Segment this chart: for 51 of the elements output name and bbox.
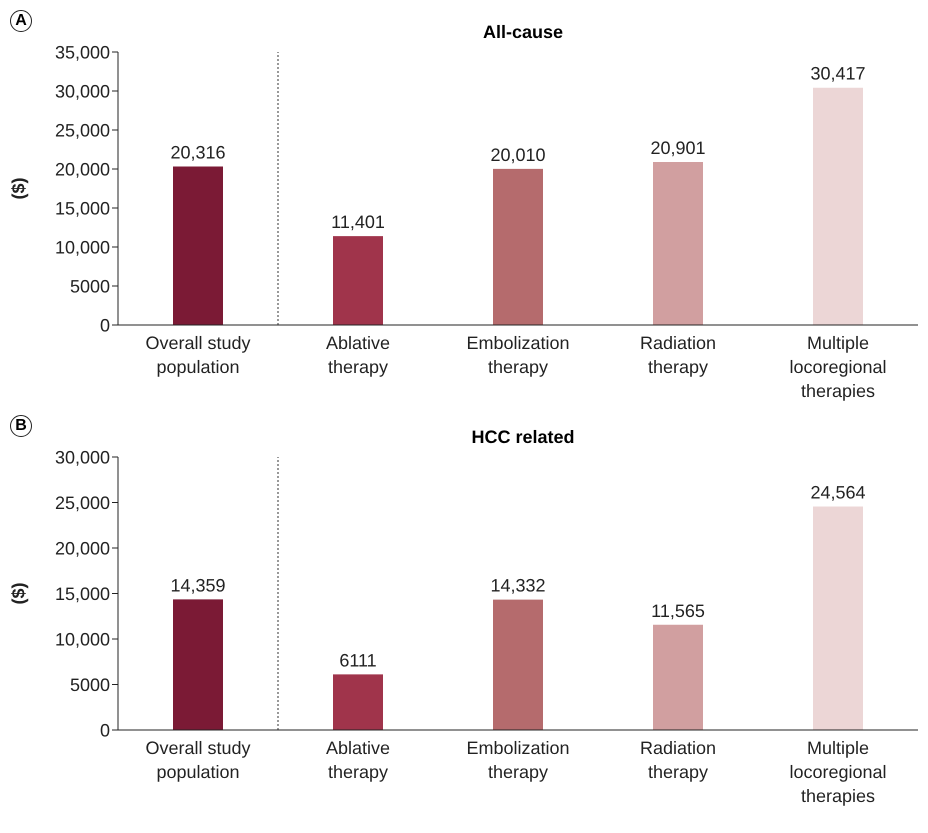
bar xyxy=(173,166,223,325)
data-label: 6111 xyxy=(339,650,377,670)
data-label: 11,401 xyxy=(331,212,385,232)
data-label: 24,564 xyxy=(810,482,866,502)
text: B xyxy=(10,415,32,437)
x-tick-label: Overall study population xyxy=(145,738,251,782)
text: A xyxy=(10,10,32,32)
x-tick-label: Embolization therapy xyxy=(466,333,570,377)
bar xyxy=(653,624,703,730)
bar xyxy=(493,168,543,325)
y-tick-label: 20,000 xyxy=(54,159,110,180)
y-tick-label: 5000 xyxy=(70,674,110,695)
data-label: 20,010 xyxy=(490,144,546,165)
bar xyxy=(813,506,863,730)
data-label: 11,565 xyxy=(651,600,705,621)
bar xyxy=(333,674,383,730)
bar xyxy=(333,236,383,325)
data-label: 14,332 xyxy=(490,576,546,596)
bar xyxy=(653,162,703,325)
x-tick-label: Ablative therapy xyxy=(326,333,390,377)
y-axis-title: ($) xyxy=(8,582,28,604)
x-tick-label: Multiple locoregional therapies xyxy=(789,333,887,401)
data-label: 20,316 xyxy=(170,142,226,163)
y-tick-label: 35,000 xyxy=(54,42,110,62)
y-tick-label: 10,000 xyxy=(54,629,110,650)
y-tick-label: 15,000 xyxy=(54,198,110,218)
y-tick-label: 25,000 xyxy=(54,492,110,513)
x-tick-label: Embolization therapy xyxy=(466,738,570,782)
x-tick-label: Radiation therapy xyxy=(640,738,716,782)
data-label: 14,359 xyxy=(170,575,226,596)
chart-title: HCC related xyxy=(470,427,576,448)
x-tick-label: Radiation therapy xyxy=(640,333,716,377)
data-label: 20,901 xyxy=(650,138,706,158)
y-tick-label: 0 xyxy=(100,720,110,740)
y-tick-label: 15,000 xyxy=(54,584,110,604)
y-tick-label: 5000 xyxy=(70,276,110,296)
y-tick-label: 25,000 xyxy=(54,120,110,140)
y-axis-title: ($) xyxy=(8,177,28,200)
x-tick-label: Ablative therapy xyxy=(326,738,390,782)
y-tick-label: 10,000 xyxy=(54,237,110,258)
bar xyxy=(173,599,223,730)
data-label: 30,417 xyxy=(810,64,866,84)
x-tick-label: Overall study population xyxy=(145,333,251,377)
x-tick-label: Multiple locoregional therapies xyxy=(789,738,887,806)
y-tick-label: 0 xyxy=(100,315,110,336)
y-tick-label: 30,000 xyxy=(54,81,110,102)
y-tick-label: 30,000 xyxy=(54,447,110,468)
bar xyxy=(493,600,543,730)
bar xyxy=(813,88,863,325)
chart-title: All-cause xyxy=(482,22,564,43)
y-tick-label: 20,000 xyxy=(54,538,110,558)
